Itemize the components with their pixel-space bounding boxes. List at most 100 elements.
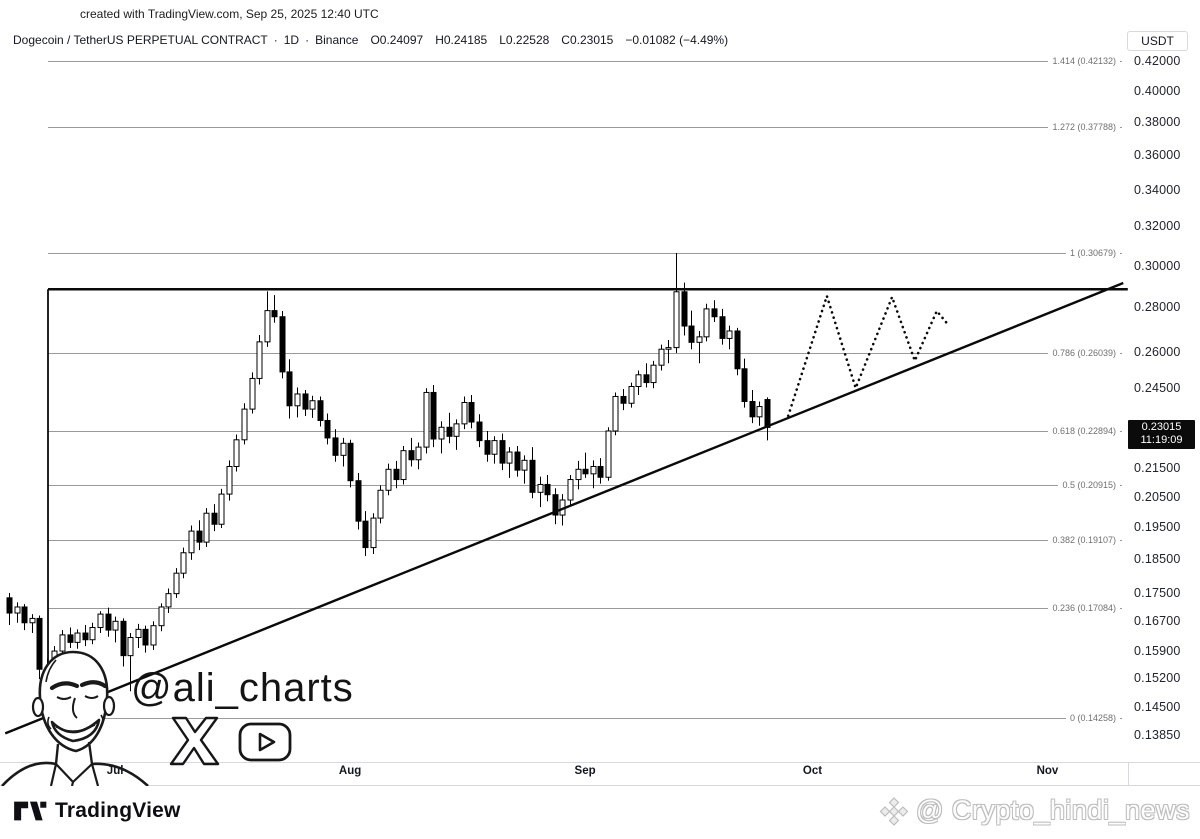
candle-bull [309, 400, 316, 410]
candle-bear [711, 308, 718, 318]
month-label-oct: Oct [802, 765, 823, 777]
price-tick-label: 0.21500 [1134, 460, 1181, 475]
candle-bull [726, 330, 733, 339]
ohlc-high: H0.24185 [435, 33, 488, 47]
ohlc-close: C0.23015 [561, 33, 614, 47]
legend-separator: · [273, 33, 278, 47]
candle-bear [476, 421, 483, 442]
candle-bull [150, 625, 157, 646]
candle-bull [423, 391, 430, 448]
candle-bull [537, 483, 544, 493]
candle-bull [696, 336, 703, 343]
fib-label: 0.786 (0.26039) [1048, 347, 1120, 358]
price-tick-label: 0.42000 [1134, 54, 1181, 69]
price-chart-canvas[interactable] [0, 52, 1128, 762]
month-label-jul: Jul [106, 765, 124, 777]
candle-bear [36, 617, 43, 670]
time-axis[interactable]: Jul Aug Sep Oct Nov [0, 762, 1200, 785]
candle-bear [82, 632, 89, 641]
attribution-text: created with TradingView.com, Sep 25, 20… [80, 7, 379, 21]
candle-bull [180, 552, 187, 574]
price-axis[interactable]: 0.42000 0.40000 0.38000 0.36000 0.34000 0.320… [1128, 52, 1200, 762]
candle-bull [127, 636, 134, 657]
candle-bear [764, 399, 771, 428]
candle-bear [408, 450, 415, 461]
candle-bear [6, 597, 13, 614]
chart-header: Dogecoin / TetherUS PERPETUAL CONTRACT ·… [0, 28, 1200, 52]
candle-bull [135, 628, 142, 638]
candle-bull [203, 512, 210, 543]
candle-bear [393, 468, 400, 481]
fib-label: 1.272 (0.37788) [1048, 121, 1120, 132]
tradingview-logo-text: TradingView [55, 799, 181, 822]
interval-label[interactable]: 1D [283, 33, 300, 47]
candle-bull [756, 406, 763, 418]
candle-bull [506, 451, 513, 464]
ohlc-low: L0.22528 [499, 33, 550, 47]
attribution-bar: created with TradingView.com, Sep 25, 20… [0, 0, 1200, 28]
legend-separator: · [305, 33, 310, 47]
candle-bear [302, 393, 309, 410]
face-watermark-drawing [1, 650, 149, 786]
candle-bull [575, 468, 582, 481]
current-price-badge: 0.23015 11:19:09 [1128, 420, 1195, 449]
candle-bull [612, 395, 619, 432]
projection-zigzag[interactable] [786, 294, 949, 418]
candle-bull [241, 408, 248, 441]
candle-bull [665, 347, 672, 350]
candle-bull [29, 617, 36, 624]
fib-label: 0.382 (0.19107) [1048, 534, 1120, 545]
price-tick-label: 0.19500 [1134, 519, 1181, 534]
candle-bull [249, 377, 256, 410]
price-tick-label: 0.15900 [1134, 643, 1181, 658]
price-tick-label: 0.30000 [1134, 258, 1181, 273]
candle-bear [196, 530, 203, 543]
candle-bull [628, 386, 635, 404]
candle-bear [446, 426, 453, 437]
candle-bull [218, 493, 225, 525]
candle-bear [620, 395, 627, 404]
price-tick-label: 0.34000 [1134, 182, 1181, 197]
candle-bear [643, 374, 650, 384]
candle-bull [461, 401, 468, 425]
candle-bear [597, 465, 604, 478]
footer-bar: TradingView @ Crypto_hindi_news [0, 786, 1200, 839]
candle-bear [681, 291, 688, 327]
symbol-legend[interactable]: Dogecoin / TetherUS PERPETUAL CONTRACT ·… [13, 33, 728, 47]
candle-bear [21, 606, 28, 624]
candle-bear [279, 316, 286, 373]
support-trendline[interactable] [4, 281, 1124, 735]
candle-bull [264, 310, 271, 343]
candle-bull [233, 439, 240, 467]
price-tick-label: 0.26000 [1134, 345, 1181, 360]
candle-bull [635, 374, 642, 388]
candle-bear [741, 368, 748, 402]
bar-countdown: 11:19:09 [1140, 434, 1183, 446]
x-logo-icon [169, 716, 220, 766]
fib-label: 0.5 (0.20915) [1058, 479, 1120, 490]
candle-bear [749, 400, 756, 418]
candle-bull [294, 393, 301, 407]
candle-bear [514, 451, 521, 471]
candle-bull [438, 426, 445, 440]
candle-bull [256, 341, 263, 379]
candle-bull [112, 620, 119, 631]
symbol-title[interactable]: Dogecoin / TetherUS PERPETUAL CONTRACT [13, 33, 268, 47]
candle-bull [370, 517, 377, 549]
price-tick-label: 0.14500 [1134, 699, 1181, 714]
candle-bull [605, 430, 612, 478]
fib-label: 1.414 (0.42132) [1048, 55, 1120, 66]
candle-bull [521, 459, 528, 471]
tradingview-logo[interactable]: TradingView [13, 797, 181, 825]
youtube-logo-icon [238, 722, 292, 762]
currency-button[interactable]: USDT [1127, 31, 1188, 51]
candle-bear [734, 330, 741, 370]
candle-bear [468, 401, 475, 423]
candle-bear [286, 371, 293, 407]
current-price-value: 0.23015 [1141, 421, 1182, 433]
candle-bear [355, 480, 362, 522]
price-tick-label: 0.32000 [1134, 219, 1181, 234]
candle-bear [271, 310, 278, 318]
candle-bull [97, 613, 104, 629]
